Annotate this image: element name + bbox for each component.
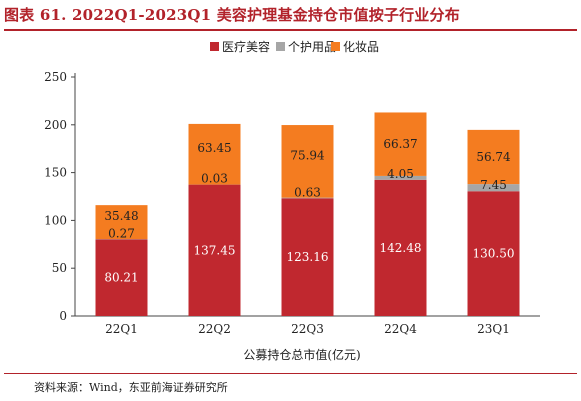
data-label: 7.45	[480, 178, 507, 192]
bar-group-22Q1: 80.21 0.27 35.48 22Q1	[95, 205, 148, 336]
x-tick-label: 22Q3	[291, 322, 324, 336]
data-label: 4.05	[387, 167, 414, 181]
legend-label: 医疗美容	[222, 39, 270, 54]
data-label: 0.27	[108, 226, 135, 240]
bar-group-22Q2: 137.45 0.03 63.45 22Q2	[188, 123, 241, 336]
data-label: 63.45	[197, 141, 231, 155]
data-label: 137.45	[194, 243, 236, 257]
legend-swatch	[210, 42, 219, 51]
figure-title: 图表 61. 2022Q1-2023Q1 美容护理基金持仓市值按子行业分布	[4, 6, 460, 24]
chart-legend: 医疗美容 个护用品 化妆品	[210, 39, 379, 54]
bar-segment	[467, 129, 520, 185]
bar-segment	[374, 112, 427, 176]
y-tick-label: 50	[52, 261, 67, 275]
title-divider	[4, 29, 577, 31]
bar-segment	[467, 184, 520, 192]
y-tick-label: 150	[44, 166, 67, 180]
legend-label: 化妆品	[343, 40, 379, 54]
bar-segment	[188, 184, 241, 316]
data-label: 56.74	[476, 150, 511, 164]
footer-divider	[4, 373, 577, 374]
chart-bars: 80.21 0.27 35.48 22Q1 137.45 0.03 63.45 22Q2 123…	[95, 112, 520, 336]
bar-segment	[95, 205, 148, 240]
source-note: 资料来源：Wind，东亚前海证券研究所	[34, 381, 228, 394]
data-label: 66.37	[383, 137, 417, 151]
bar-segment	[281, 125, 334, 198]
data-label: 75.94	[290, 148, 325, 162]
data-label: 142.48	[380, 241, 422, 255]
data-label: 35.48	[104, 209, 138, 223]
x-axis-label: 公募持仓总市值(亿元)	[243, 347, 360, 362]
y-tick-label: 250	[44, 70, 67, 84]
bar-group-23Q1: 130.50 7.45 56.74 23Q1	[467, 129, 520, 336]
bar-segment	[281, 197, 334, 199]
x-tick-label: 22Q2	[198, 322, 231, 336]
legend-label: 个护用品	[288, 40, 336, 54]
data-label: 123.16	[287, 250, 329, 264]
bar-segment	[374, 179, 427, 316]
x-tick-label: 22Q4	[384, 322, 417, 336]
bar-segment	[467, 191, 520, 316]
bar-group-22Q3: 123.16 0.63 75.94 22Q3	[281, 125, 334, 336]
data-label: 80.21	[104, 271, 138, 285]
chart-axes: 0 50 100 150 200 250	[44, 70, 540, 323]
y-tick-label: 100	[44, 213, 67, 227]
y-tick-label: 200	[44, 118, 67, 132]
bar-segment	[95, 239, 148, 316]
bar-group-22Q4: 142.48 4.05 66.37 22Q4	[374, 112, 427, 336]
bar-segment	[281, 198, 334, 316]
data-label: 0.63	[294, 185, 321, 199]
bar-segment	[374, 175, 427, 180]
x-tick-label: 23Q1	[477, 322, 510, 336]
x-tick-label: 22Q1	[105, 322, 138, 336]
data-label: 0.03	[201, 172, 228, 186]
y-tick-label: 0	[59, 309, 67, 323]
data-label: 130.50	[473, 247, 515, 261]
legend-swatch	[276, 42, 285, 51]
legend-swatch	[331, 42, 340, 51]
bar-segment	[188, 123, 241, 185]
